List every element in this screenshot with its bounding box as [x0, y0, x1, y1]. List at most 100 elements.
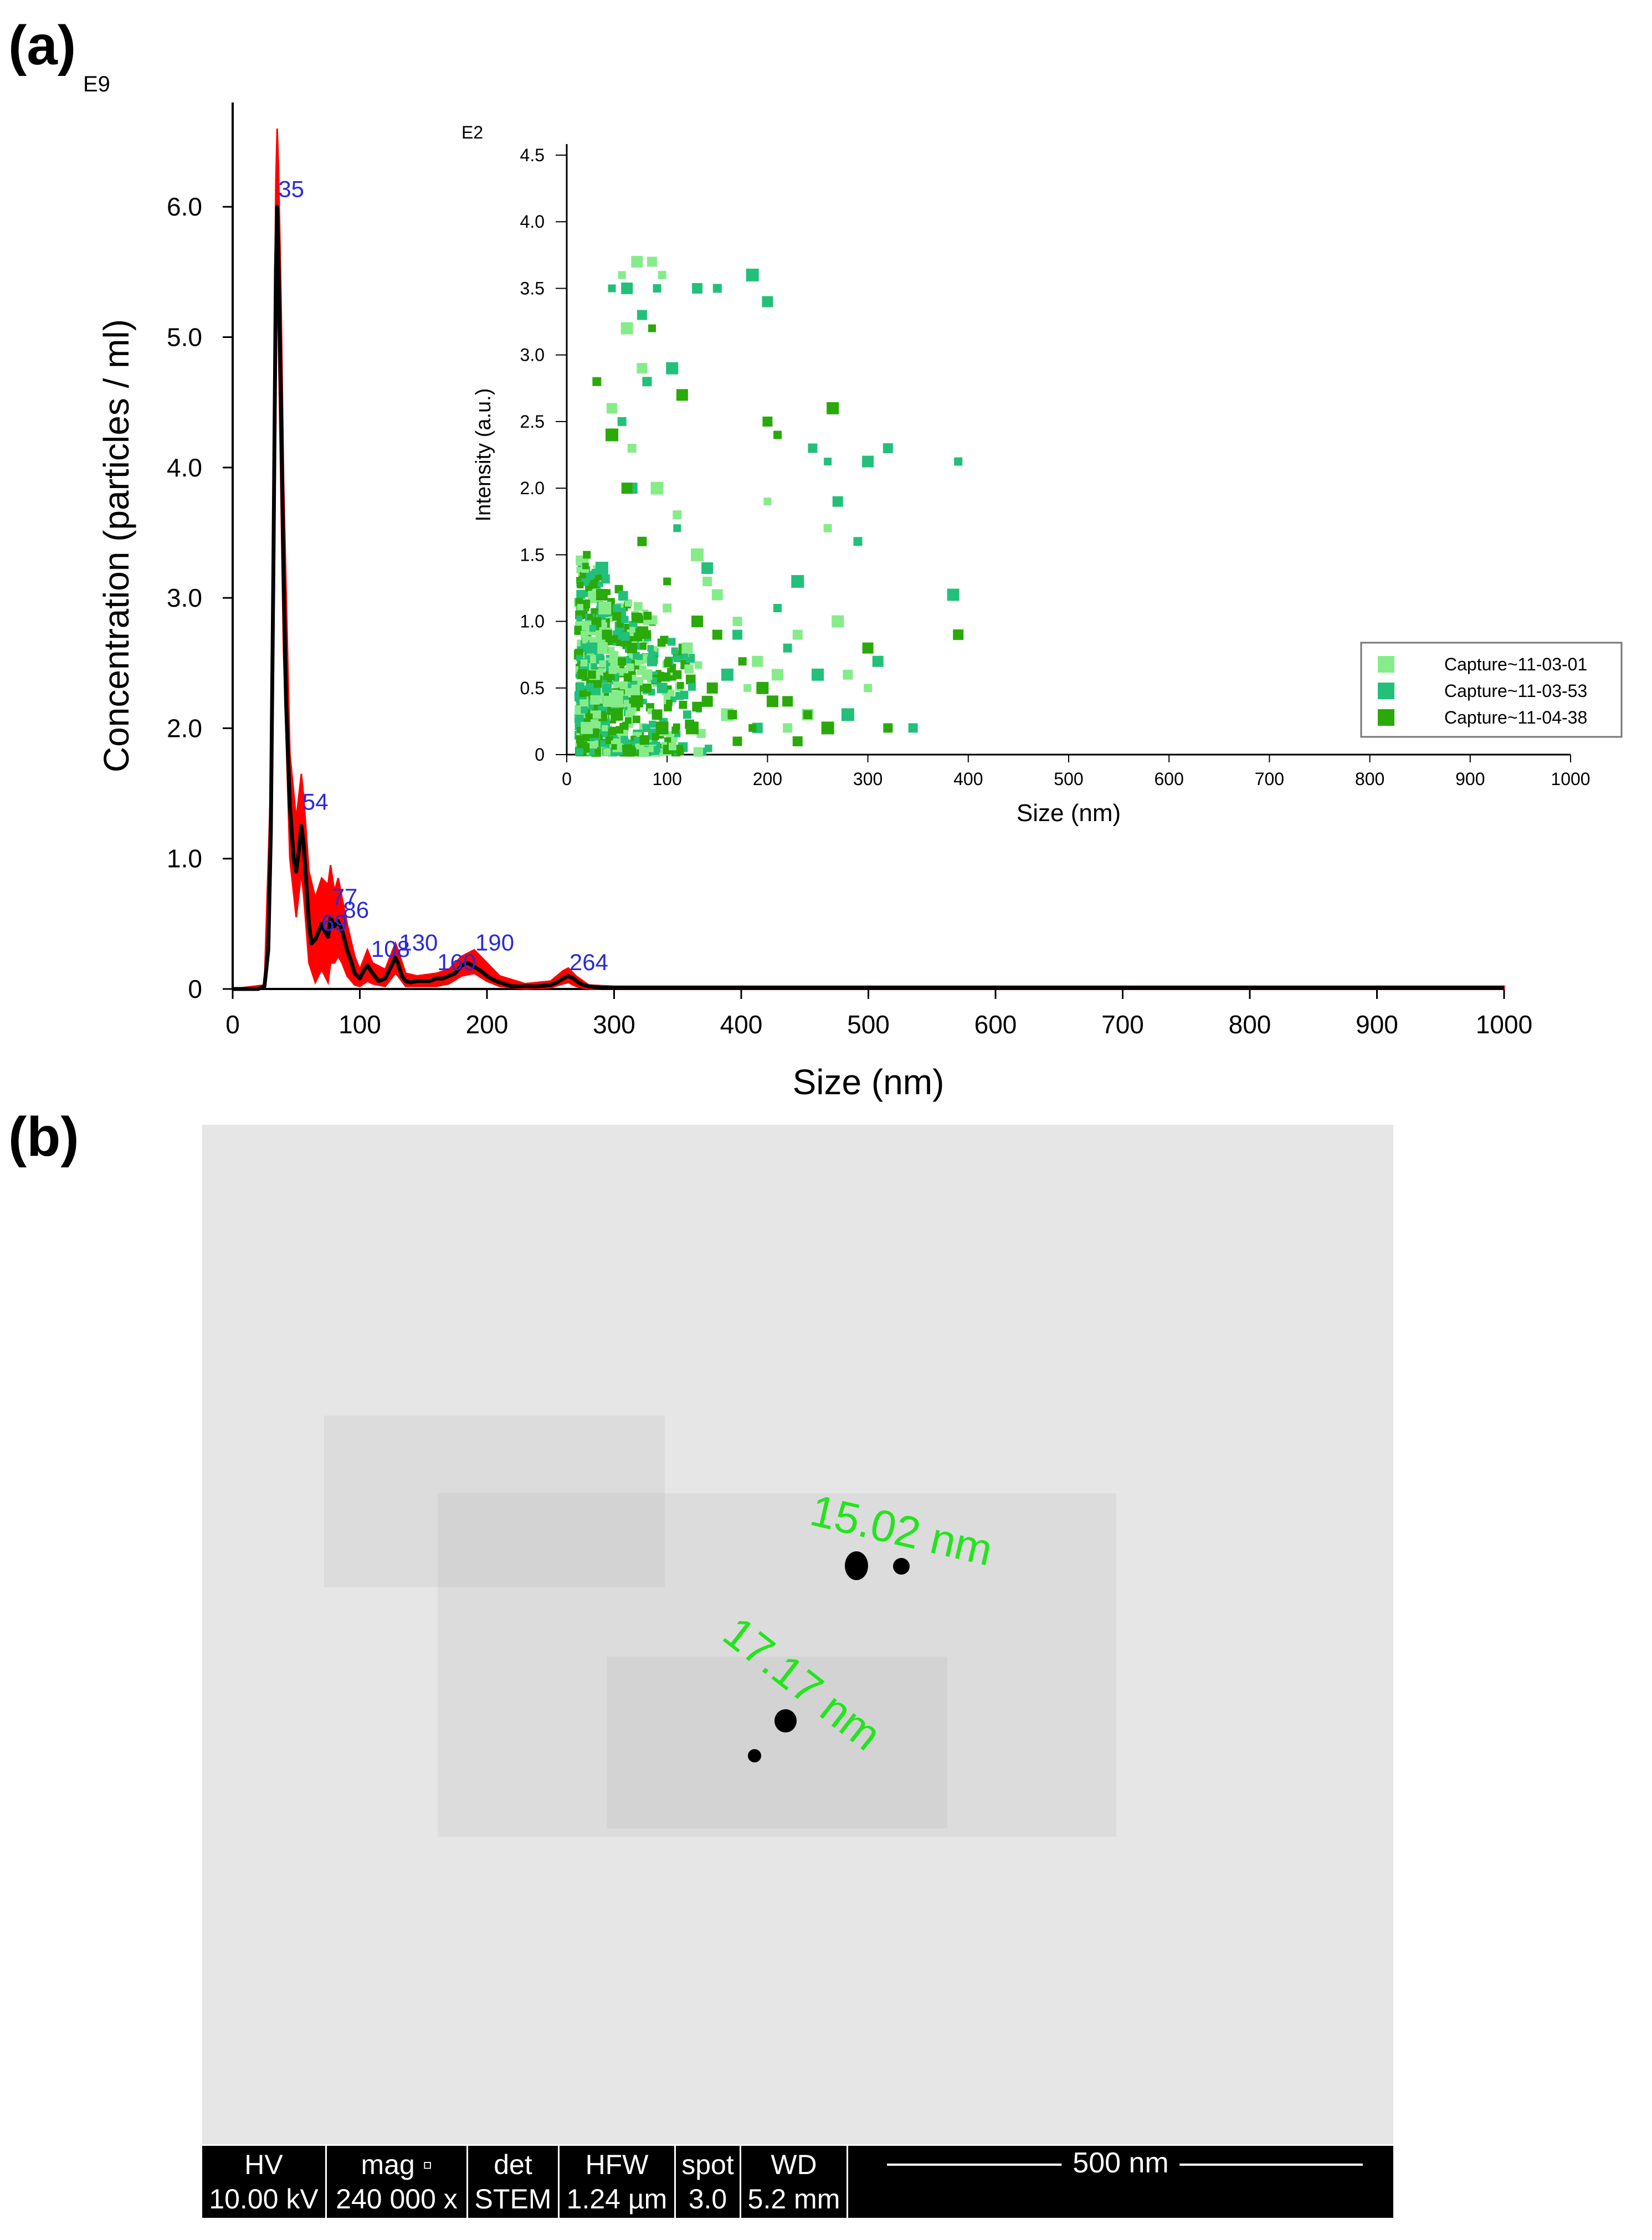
inset-cluster-point	[590, 629, 596, 635]
inset-cluster-point	[576, 748, 584, 756]
scale-bar-label: 500 nm	[1061, 2146, 1180, 2180]
inset-x-tick-label: 800	[1355, 769, 1384, 789]
inset-cluster-point	[621, 616, 629, 623]
inset-scatter-point	[773, 604, 782, 613]
inset-scatter-point	[841, 708, 854, 721]
inset-cluster-point	[651, 733, 659, 741]
inset-scatter-point	[653, 284, 661, 293]
inset-scatter-point	[843, 669, 853, 680]
panel-b-label: (b)	[8, 1106, 79, 1168]
inset-cluster-point	[608, 616, 614, 622]
inset-cluster-point	[633, 628, 642, 637]
databar-value: STEM	[474, 2183, 552, 2215]
inset-cluster-point	[694, 661, 702, 669]
inset-cluster-point	[591, 617, 602, 627]
databar-value: 240 000 x	[336, 2183, 458, 2215]
inset-cluster-point	[577, 741, 583, 748]
inset-scatter-point	[581, 721, 593, 734]
peak-label: 35	[278, 176, 304, 202]
inset-cluster-point	[600, 698, 606, 704]
inset-cluster-point	[591, 719, 601, 730]
inset-cluster-point	[693, 747, 704, 757]
nanoparticle	[774, 1709, 797, 1732]
inset-cluster-point	[581, 706, 588, 714]
inset-scatter-point	[658, 270, 666, 279]
inset-scatter-point	[642, 377, 652, 387]
inset-cluster-point	[679, 700, 688, 709]
x-tick-label: 0	[225, 1010, 240, 1039]
inset-scatter-point	[853, 537, 863, 546]
inset-scatter-point	[618, 657, 627, 666]
inset-scatter-point	[727, 710, 737, 720]
inset-cluster-point	[591, 704, 598, 711]
inset-cluster-point	[661, 672, 671, 682]
inset-scatter-point	[862, 455, 874, 468]
databar-value: 10.00 kV	[209, 2183, 319, 2215]
inset-cluster-point	[668, 638, 676, 646]
inset-x-tick-label: 400	[953, 769, 983, 789]
inset-y-tick-label: 2.0	[520, 478, 545, 498]
exponent-label: E9	[83, 72, 110, 96]
inset-cluster-point	[635, 659, 641, 666]
inset-cluster-point	[671, 726, 679, 734]
inset-cluster-point	[581, 621, 592, 631]
inset-cluster-point	[668, 689, 675, 696]
y-tick-label: 2.0	[167, 714, 202, 742]
inset-scatter-point	[756, 681, 769, 694]
inset-scatter-chart: E2 0 100 200 300 400 500 600 700 800 900 1000 0 0.5 1.…	[461, 122, 1623, 827]
inset-scatter-point	[620, 322, 633, 335]
peak-label: 86	[343, 897, 369, 923]
inset-scatter-point	[592, 710, 601, 719]
inset-x-tick-label: 200	[753, 769, 782, 789]
inset-cluster-point	[603, 748, 611, 756]
inset-cluster-point	[620, 639, 628, 647]
inset-cluster-point	[639, 642, 647, 650]
inset-scatter-point	[686, 721, 699, 735]
scale-bar: 500 nm	[848, 2146, 1393, 2218]
inset-scatter-point	[648, 324, 656, 332]
inset-scatter-point	[772, 669, 784, 681]
inset-y-axis-label: Intensity (a.u.)	[472, 388, 495, 522]
inset-cluster-point	[660, 635, 669, 644]
inset-cluster-point	[606, 657, 613, 664]
x-tick-label: 500	[847, 1010, 890, 1039]
inset-cluster-point	[587, 614, 593, 620]
databar-spot: spot 3.0	[676, 2146, 741, 2218]
inset-cluster-point	[625, 710, 635, 720]
databar-wd: WD 5.2 mm	[741, 2146, 848, 2218]
inset-cluster-point	[633, 737, 640, 744]
inset-scatter-point	[673, 524, 681, 532]
inset-scatter-point	[823, 524, 832, 532]
panel-a-label: (a)	[8, 14, 76, 76]
inset-cluster-point	[647, 708, 654, 714]
inset-scatter-point	[592, 377, 602, 386]
y-tick-label: 3.0	[167, 583, 202, 612]
inset-scatter-point	[824, 458, 832, 466]
x-tick-label: 600	[974, 1010, 1017, 1039]
inset-cluster-point	[584, 591, 590, 597]
inset-cluster-point	[597, 693, 604, 700]
inset-scatter-point	[595, 561, 608, 575]
inset-scatter-point	[602, 683, 612, 693]
inset-cluster-point	[576, 615, 583, 622]
inset-cluster-point	[623, 673, 632, 682]
inset-x-tick-label: 100	[653, 769, 682, 789]
inset-scatter-point	[627, 643, 638, 654]
inset-scatter-point	[621, 483, 633, 494]
inset-scatter-point	[691, 548, 704, 561]
inset-legend	[1360, 642, 1623, 738]
inset-cluster-point	[576, 696, 582, 703]
inset-scatter-point	[746, 268, 759, 281]
x-tick-label: 400	[720, 1010, 763, 1039]
nanoparticle	[845, 1551, 868, 1580]
inset-scatter-point	[821, 721, 834, 735]
inset-scatter-point	[621, 282, 633, 294]
inset-cluster-point	[650, 677, 657, 684]
y-tick-label: 5.0	[167, 323, 202, 352]
inset-scatter-point	[603, 695, 615, 707]
inset-cluster-point	[674, 655, 681, 663]
inset-scatter-point	[587, 670, 596, 679]
inset-cluster-point	[642, 724, 650, 732]
inset-cluster-point	[639, 735, 650, 745]
inset-y-tick-label: 1.5	[520, 545, 545, 565]
